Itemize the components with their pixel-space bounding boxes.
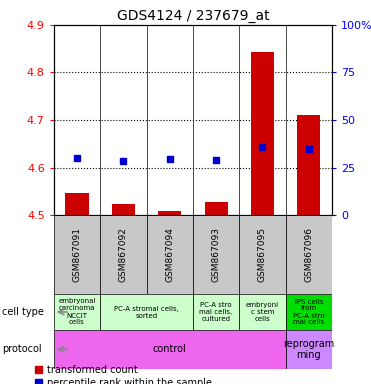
Bar — [251, 52, 274, 215]
Bar — [286, 330, 332, 369]
Bar — [100, 294, 193, 330]
Title: GDS4124 / 237679_at: GDS4124 / 237679_at — [116, 8, 269, 23]
Bar — [100, 215, 147, 294]
Bar — [65, 193, 89, 215]
Text: embryonal
carcinoma
NCCIT
cells: embryonal carcinoma NCCIT cells — [58, 298, 96, 326]
Text: protocol: protocol — [2, 344, 42, 354]
Text: IPS cells
from
PC-A stro
mal cells: IPS cells from PC-A stro mal cells — [293, 298, 325, 326]
Text: GSM867096: GSM867096 — [304, 227, 313, 282]
Text: GSM867092: GSM867092 — [119, 227, 128, 282]
Text: reprogram
ming: reprogram ming — [283, 339, 335, 360]
Bar — [54, 215, 100, 294]
Bar — [112, 204, 135, 215]
Legend: transformed count, percentile rank within the sample: transformed count, percentile rank withi… — [35, 365, 212, 384]
Text: GSM867094: GSM867094 — [165, 227, 174, 282]
Bar — [193, 294, 239, 330]
Text: control: control — [153, 344, 187, 354]
Bar — [286, 294, 332, 330]
Text: GSM867093: GSM867093 — [211, 227, 221, 282]
Text: PC-A stromal cells,
sorted: PC-A stromal cells, sorted — [114, 306, 179, 318]
Bar — [286, 215, 332, 294]
Text: GSM867091: GSM867091 — [72, 227, 82, 282]
Text: GSM867095: GSM867095 — [258, 227, 267, 282]
Bar — [54, 294, 100, 330]
Bar — [297, 115, 321, 215]
Bar — [193, 215, 239, 294]
Bar — [147, 215, 193, 294]
Bar — [239, 215, 286, 294]
Text: embryoni
c stem
cells: embryoni c stem cells — [246, 302, 279, 322]
Text: PC-A stro
mal cells,
cultured: PC-A stro mal cells, cultured — [200, 302, 233, 322]
Bar — [158, 211, 181, 215]
Bar — [239, 294, 286, 330]
Text: cell type: cell type — [2, 307, 44, 317]
Bar — [54, 330, 286, 369]
Bar — [204, 202, 228, 215]
